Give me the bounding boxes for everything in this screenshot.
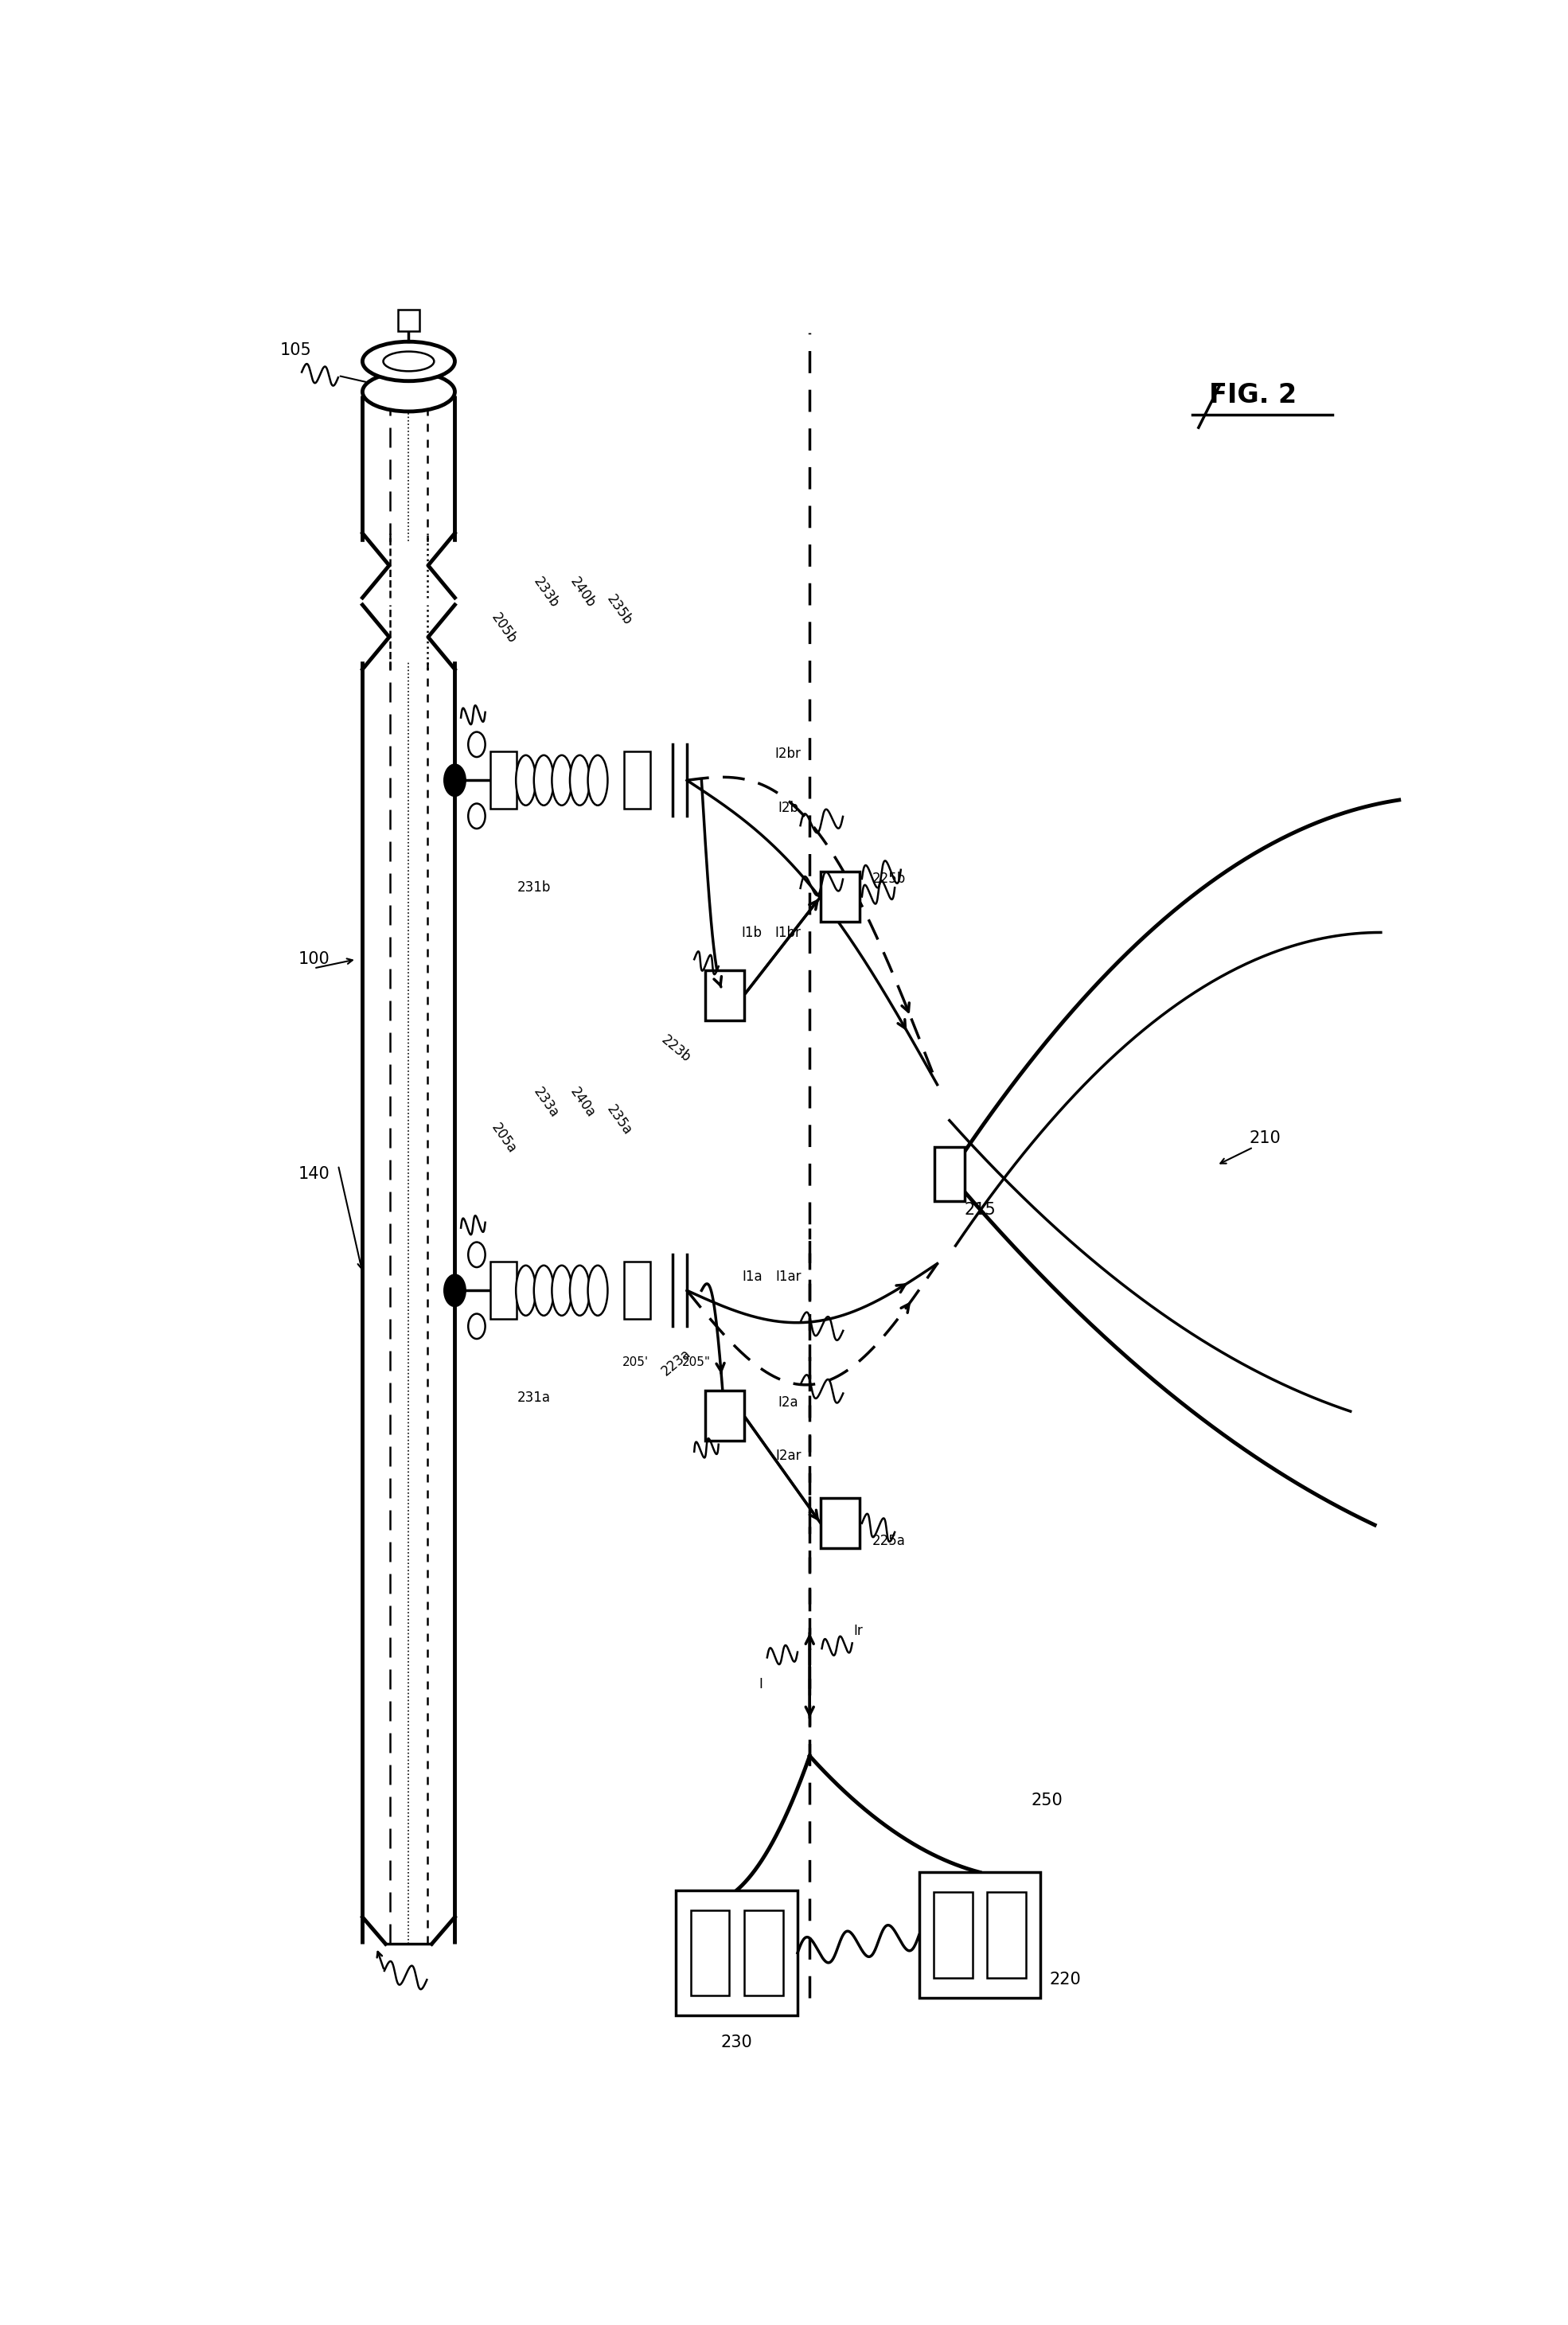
Text: I1br: I1br	[775, 925, 801, 939]
Text: 231a: 231a	[517, 1390, 550, 1404]
Ellipse shape	[588, 756, 608, 804]
Text: 233a: 233a	[530, 1086, 561, 1121]
Ellipse shape	[516, 1265, 536, 1316]
Bar	[933, 1893, 972, 1979]
Text: I1b: I1b	[742, 925, 762, 939]
Bar	[706, 1390, 745, 1442]
Text: 233b: 233b	[530, 574, 561, 609]
Text: Ir: Ir	[853, 1623, 862, 1637]
Bar	[624, 751, 651, 809]
Text: I1a: I1a	[742, 1269, 762, 1283]
Text: 205': 205'	[622, 1355, 649, 1367]
Circle shape	[444, 765, 466, 797]
Ellipse shape	[362, 372, 455, 412]
Circle shape	[469, 732, 485, 758]
Text: 235b: 235b	[604, 593, 635, 628]
Bar	[935, 1146, 964, 1202]
Ellipse shape	[533, 1265, 554, 1316]
Text: 220: 220	[1049, 1972, 1080, 1988]
Text: 223b: 223b	[659, 1032, 693, 1065]
Text: 240a: 240a	[568, 1086, 597, 1121]
Text: 205a: 205a	[488, 1121, 519, 1156]
Text: 215: 215	[964, 1202, 996, 1218]
Ellipse shape	[588, 1265, 608, 1316]
Text: 223a: 223a	[659, 1346, 693, 1379]
Text: I1ar: I1ar	[776, 1269, 801, 1283]
Bar	[706, 970, 745, 1021]
Ellipse shape	[362, 342, 455, 381]
Circle shape	[469, 1242, 485, 1267]
Text: 230: 230	[721, 2034, 753, 2051]
Text: 205": 205"	[682, 1355, 710, 1367]
Ellipse shape	[516, 756, 536, 804]
Bar	[624, 1262, 651, 1318]
Text: I2a: I2a	[778, 1395, 798, 1409]
Bar	[820, 1497, 859, 1548]
Text: FIG. 2: FIG. 2	[1209, 381, 1297, 409]
Text: I2ar: I2ar	[776, 1448, 801, 1462]
Text: I: I	[759, 1676, 764, 1693]
Bar	[676, 1890, 798, 2016]
Text: 235a: 235a	[604, 1102, 635, 1139]
Bar	[745, 1909, 782, 1995]
Circle shape	[444, 1274, 466, 1307]
Bar	[919, 1872, 1041, 1997]
Bar	[690, 1909, 729, 1995]
Text: 105: 105	[279, 342, 312, 358]
Circle shape	[469, 1314, 485, 1339]
Circle shape	[469, 804, 485, 828]
Text: 250: 250	[1030, 1793, 1063, 1809]
Text: 231b: 231b	[517, 881, 550, 895]
Text: 225a: 225a	[872, 1534, 905, 1548]
Text: I2br: I2br	[775, 746, 801, 760]
Bar	[820, 872, 859, 921]
Ellipse shape	[552, 1265, 572, 1316]
Text: 240b: 240b	[568, 574, 597, 609]
Ellipse shape	[533, 756, 554, 804]
Ellipse shape	[569, 756, 590, 804]
Text: 205b: 205b	[488, 609, 519, 646]
Text: 140: 140	[298, 1167, 329, 1181]
Text: 100: 100	[298, 951, 329, 967]
Text: I2b: I2b	[778, 800, 798, 814]
Text: 210: 210	[1250, 1130, 1281, 1146]
Bar	[491, 1262, 517, 1318]
Text: 225b: 225b	[872, 872, 905, 886]
Ellipse shape	[569, 1265, 590, 1316]
Bar	[398, 309, 420, 330]
Ellipse shape	[552, 756, 572, 804]
Bar	[491, 751, 517, 809]
Bar	[988, 1893, 1025, 1979]
Ellipse shape	[383, 351, 434, 372]
